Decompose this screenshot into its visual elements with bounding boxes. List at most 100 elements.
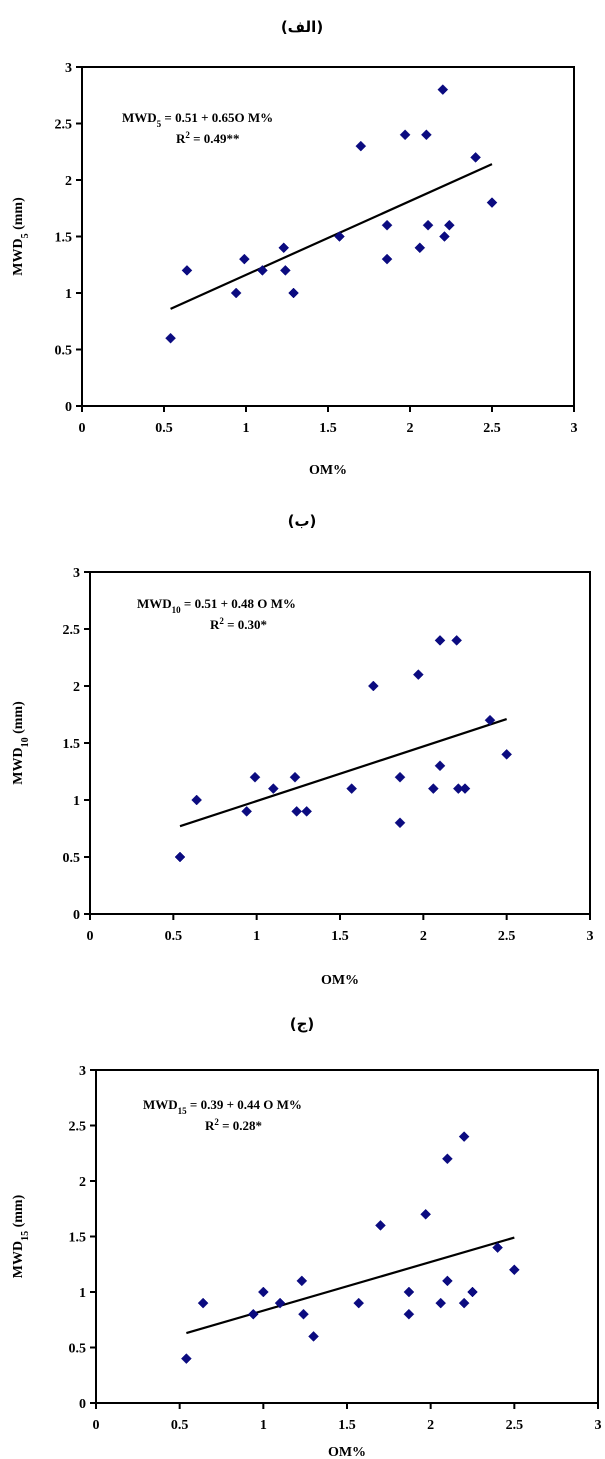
data-point bbox=[165, 332, 176, 344]
data-point bbox=[467, 1286, 478, 1298]
y-tick-label: 2 bbox=[79, 1175, 86, 1190]
x-tick-label: 0.5 bbox=[171, 1418, 189, 1433]
data-point bbox=[191, 794, 203, 806]
x-tick-label: 3 bbox=[571, 421, 578, 436]
data-point bbox=[381, 253, 393, 265]
y-tick-label: 1.5 bbox=[63, 737, 81, 752]
y-tick-label: 1 bbox=[73, 794, 80, 809]
equation-rhs: = 0.51 + 0.65O M% bbox=[161, 110, 273, 125]
r-squared-superscript: 2 bbox=[185, 130, 190, 140]
x-tick-label: 2 bbox=[427, 1418, 434, 1433]
y-tick-label: 0 bbox=[79, 1397, 86, 1412]
data-point bbox=[346, 783, 358, 794]
x-tick-label: 0 bbox=[93, 1418, 100, 1433]
trendline bbox=[179, 718, 508, 828]
y-tick-label: 2.5 bbox=[63, 623, 81, 638]
data-point bbox=[484, 714, 496, 726]
y-axis-label-subscript: 5 bbox=[20, 233, 31, 238]
data-point bbox=[444, 219, 455, 231]
data-point bbox=[458, 1131, 470, 1142]
data-point bbox=[308, 1331, 319, 1342]
y-axis-label: MWD5 (mm) bbox=[11, 197, 31, 276]
x-axis-label: OM% bbox=[328, 1445, 366, 1459]
y-axis-label-main: MWD bbox=[11, 747, 26, 784]
data-point bbox=[181, 265, 193, 276]
x-tick-label: 3 bbox=[587, 929, 594, 944]
y-tick-label: 2 bbox=[73, 680, 80, 695]
data-point bbox=[181, 1353, 192, 1364]
x-tick-label: 0.5 bbox=[165, 929, 183, 944]
r-squared: R2 = 0.28* bbox=[205, 1117, 262, 1133]
data-point bbox=[437, 84, 449, 95]
data-point bbox=[280, 265, 291, 276]
data-point bbox=[421, 129, 432, 141]
panel-title: (ج) bbox=[290, 1015, 315, 1033]
r-squared-superscript: 2 bbox=[219, 616, 224, 626]
data-point bbox=[486, 197, 498, 208]
data-point bbox=[241, 806, 253, 817]
r-squared-value: = 0.28* bbox=[219, 1118, 262, 1133]
y-tick-label: 2.5 bbox=[69, 1120, 87, 1135]
equation-lhs: MWD bbox=[122, 110, 157, 125]
x-tick-label: 0 bbox=[79, 421, 86, 436]
x-tick-label: 2.5 bbox=[483, 421, 501, 436]
data-point bbox=[375, 1220, 386, 1231]
x-tick-label: 1 bbox=[253, 929, 260, 944]
r-squared: R2 = 0.49** bbox=[176, 130, 240, 146]
data-point bbox=[291, 806, 303, 817]
data-point bbox=[403, 1286, 415, 1298]
trendline bbox=[186, 1236, 515, 1335]
equation-subscript: 10 bbox=[172, 605, 182, 615]
equation-lhs: MWD bbox=[143, 1097, 178, 1112]
y-tick-label: 1.5 bbox=[69, 1231, 87, 1246]
data-point bbox=[399, 129, 411, 141]
data-point bbox=[381, 219, 393, 231]
x-tick-label: 0.5 bbox=[155, 421, 173, 436]
panel-title: (ب) bbox=[288, 512, 317, 530]
data-point bbox=[355, 140, 367, 152]
data-point bbox=[288, 287, 299, 299]
data-point bbox=[439, 231, 450, 242]
chart-panel-2: (ب)00.511.522.530 0.5 1 1.5 2 2.5 3OM%MWD10 (m… bbox=[11, 512, 594, 988]
r-squared-value: = 0.30* bbox=[224, 617, 267, 632]
y-tick-label: 1 bbox=[65, 287, 72, 302]
x-tick-label: 2.5 bbox=[498, 929, 516, 944]
equation-rhs: = 0.39 + 0.44 O M% bbox=[187, 1097, 302, 1112]
y-axis-label: MWD10 (mm) bbox=[11, 701, 31, 785]
data-point bbox=[267, 783, 279, 794]
equation-rhs: = 0.51 + 0.48 O M% bbox=[181, 596, 296, 611]
plot-frame bbox=[89, 571, 591, 915]
data-point bbox=[403, 1308, 415, 1320]
x-tick-label: 3 bbox=[595, 1418, 602, 1433]
data-point bbox=[427, 783, 439, 794]
y-axis-label-unit: (mm) bbox=[11, 701, 26, 737]
r-squared-main: R bbox=[210, 617, 220, 632]
data-point bbox=[353, 1297, 365, 1309]
data-point bbox=[394, 817, 406, 829]
data-point bbox=[458, 1297, 470, 1309]
y-tick-label: 2.5 bbox=[55, 118, 73, 133]
y-axis-label-subscript: 15 bbox=[20, 1231, 31, 1241]
data-point bbox=[459, 783, 471, 794]
data-point bbox=[412, 669, 424, 680]
data-point bbox=[257, 1286, 269, 1298]
y-tick-label: 0.5 bbox=[63, 851, 81, 866]
regression-equation: MWD10 = 0.51 + 0.48 O M% bbox=[137, 596, 296, 615]
data-point bbox=[420, 1208, 432, 1220]
regression-equation: MWD15 = 0.39 + 0.44 O M% bbox=[143, 1097, 302, 1116]
data-point bbox=[435, 1297, 447, 1309]
r-squared-main: R bbox=[176, 131, 186, 146]
chart-panel-3: (ج)00.511.522.530 0.5 1 1.5 2 2.5 3OM%MWD15 (m… bbox=[11, 1015, 602, 1459]
y-tick-label: 0 bbox=[65, 400, 72, 415]
x-tick-label: 1.5 bbox=[319, 421, 337, 436]
plot-frame bbox=[95, 1069, 599, 1404]
x-tick-label: 2 bbox=[420, 929, 427, 944]
x-axis-label: OM% bbox=[321, 973, 359, 988]
data-point bbox=[367, 680, 379, 692]
data-point bbox=[298, 1308, 309, 1320]
data-point bbox=[249, 771, 261, 783]
data-point bbox=[451, 635, 463, 646]
data-point bbox=[301, 806, 313, 817]
data-point bbox=[274, 1297, 286, 1309]
